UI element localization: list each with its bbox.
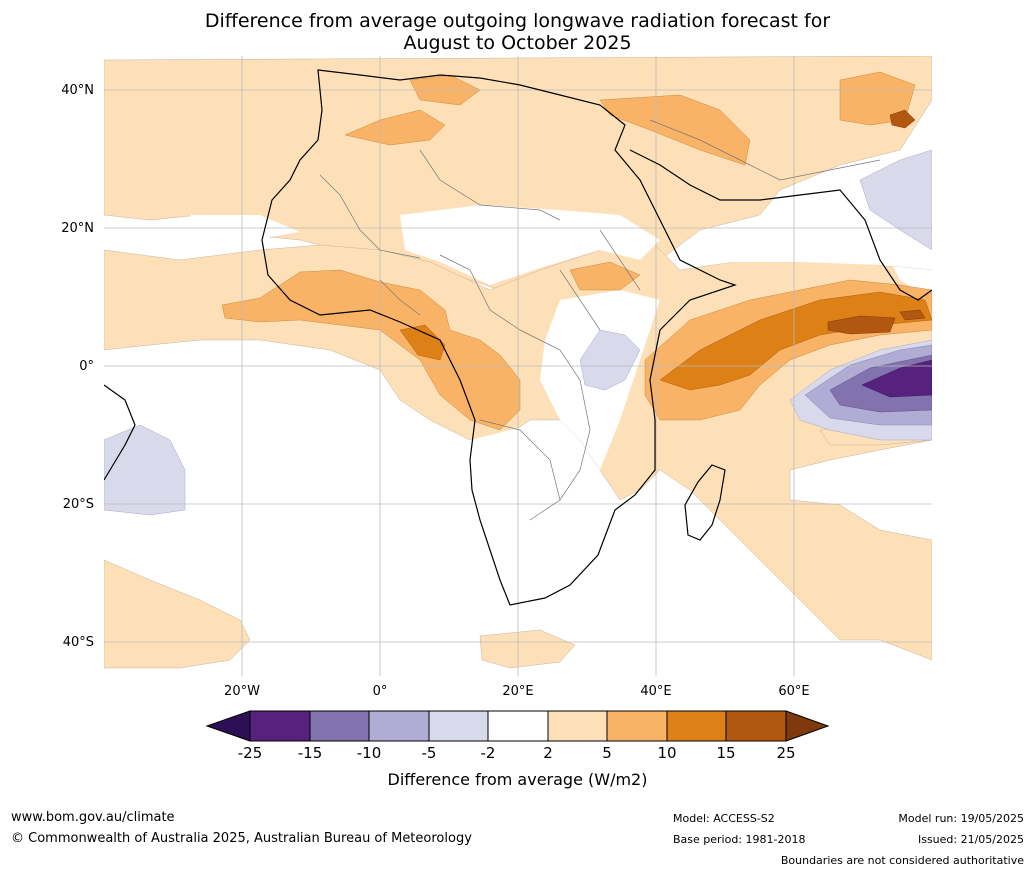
colorbar-swatch-5: [487, 710, 549, 742]
lat-label-40n: 40°N: [61, 83, 94, 98]
lon-label-60e: 60°E: [778, 684, 810, 699]
colorbar-tick: 15: [716, 744, 736, 762]
lat-label-20n: 20°N: [61, 221, 94, 236]
country-borders: [319, 119, 881, 521]
colorbar-tick: 2: [543, 744, 553, 762]
colorbar-swatch-1: [249, 710, 311, 742]
lat-label-0: 0°: [79, 359, 94, 374]
footer-url[interactable]: www.bom.gov.au/climate: [11, 810, 175, 825]
map-panel: [104, 56, 932, 676]
colorbar-swatch-7: [606, 710, 668, 742]
footer-model: Model: ACCESS-S2: [673, 812, 775, 825]
anomaly-15-25-region: [827, 109, 926, 335]
colorbar-tick: 10: [657, 744, 677, 762]
footer-issued: Issued: 21/05/2025: [917, 833, 1024, 846]
lon-label-40e: 40°E: [640, 684, 672, 699]
colorbar-tick: -5: [421, 744, 437, 762]
south-america-coastline: [104, 384, 136, 481]
anomaly-neg15-neg25-region: [861, 359, 932, 398]
arabia-coastline: [629, 149, 932, 301]
colorbar-swatch-3: [368, 710, 430, 742]
colorbar-tick: -10: [356, 744, 382, 762]
colorbar-swatch-9: [725, 710, 787, 742]
lon-label-0: 0°: [372, 684, 388, 699]
title-line-2: August to October 2025: [403, 32, 632, 54]
colorbar-swatch-8: [666, 710, 727, 742]
lat-label-40s: 40°S: [62, 635, 94, 650]
coastlines: [104, 69, 932, 606]
footer-model-run: Model run: 19/05/2025: [898, 812, 1024, 825]
colorbar-tick: -25: [237, 744, 263, 762]
chart-title: Difference from average outgoing longwav…: [0, 10, 1035, 54]
colorbar: [205, 710, 830, 742]
colorbar-tick: 25: [776, 744, 796, 762]
colorbar-max-extend: [785, 710, 830, 742]
graticule: [104, 56, 932, 676]
footer-base-period: Base period: 1981-2018: [673, 833, 806, 846]
colorbar-min-extend: [205, 710, 251, 742]
madagascar-coastline: [684, 464, 726, 541]
footer-copyright: © Commonwealth of Australia 2025, Austra…: [11, 831, 472, 846]
colorbar-title: Difference from average (W/m2): [387, 770, 648, 789]
colorbar-swatch-2: [309, 710, 370, 742]
colorbar-tick: 5: [602, 744, 612, 762]
lon-label-20w: 20°W: [224, 684, 260, 699]
colorbar-tick: -15: [297, 744, 323, 762]
lat-label-20s: 20°S: [62, 497, 94, 512]
africa-coastline: [261, 69, 737, 606]
colorbar-swatch-4: [428, 710, 489, 742]
lon-label-20e: 20°E: [502, 684, 534, 699]
footer-disclaimer: Boundaries are not considered authoritat…: [780, 854, 1024, 867]
colorbar-swatch-6: [547, 710, 608, 742]
title-line-1: Difference from average outgoing longwav…: [204, 10, 831, 32]
colorbar-tick: -2: [480, 744, 496, 762]
